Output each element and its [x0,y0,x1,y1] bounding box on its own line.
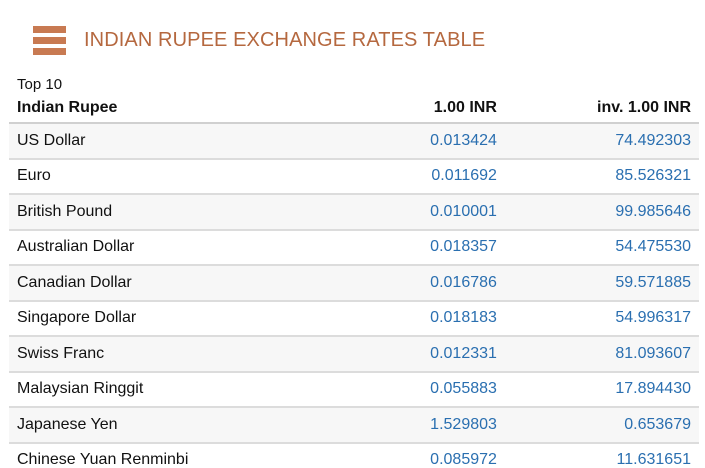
table-row: Australian Dollar 0.018357 54.475530 [9,229,699,266]
menu-bar [33,48,66,55]
column-header-inverse: inv. 1.00 INR [504,94,699,124]
table-row: Swiss Franc 0.012331 81.093607 [9,336,699,373]
inverse-rate-link[interactable]: 59.571885 [504,265,699,302]
table-row: US Dollar 0.013424 74.492303 [9,123,699,160]
table-row: Canadian Dollar 0.016786 59.571885 [9,265,699,302]
menu-bar [33,26,66,33]
currency-name: Australian Dollar [9,229,351,266]
rate-link[interactable]: 1.529803 [350,407,505,444]
rate-link[interactable]: 0.013424 [350,123,505,160]
rate-link[interactable]: 0.010001 [350,194,505,231]
rate-link[interactable]: 0.012331 [350,336,505,373]
rate-link[interactable]: 0.016786 [350,265,505,302]
inverse-rate-link[interactable]: 0.653679 [504,407,699,444]
inverse-rate-link[interactable]: 17.894430 [504,371,699,408]
table-row: Malaysian Ringgit 0.055883 17.894430 [9,371,699,408]
currency-name: Singapore Dollar [9,300,351,337]
inverse-rate-link[interactable]: 85.526321 [504,158,699,195]
inverse-rate-link[interactable]: 99.985646 [504,194,699,231]
table-subtitle: Top 10 [17,76,63,93]
inverse-rate-link[interactable]: 74.492303 [504,123,699,160]
currency-name: US Dollar [9,123,351,160]
table-row: Japanese Yen 1.529803 0.653679 [9,407,699,444]
currency-name: British Pound [9,194,351,231]
table-row: British Pound 0.010001 99.985646 [9,194,699,231]
rate-link[interactable]: 0.055883 [350,371,505,408]
column-header-rate: 1.00 INR [350,94,505,124]
table-row: Singapore Dollar 0.018183 54.996317 [9,300,699,337]
currency-name: Japanese Yen [9,407,351,444]
header: INDIAN RUPEE EXCHANGE RATES TABLE [0,0,705,72]
currency-name: Euro [9,158,351,195]
inverse-rate-link[interactable]: 11.631651 [504,442,699,468]
table-row: Euro 0.011692 85.526321 [9,158,699,195]
rate-link[interactable]: 0.011692 [350,158,505,195]
menu-icon[interactable] [33,26,66,55]
rate-link[interactable]: 0.085972 [350,442,505,468]
table-row: Chinese Yuan Renminbi 0.085972 11.631651 [9,442,699,468]
rate-link[interactable]: 0.018357 [350,229,505,266]
table-header-row: Indian Rupee 1.00 INR inv. 1.00 INR [9,94,699,124]
column-header-currency: Indian Rupee [9,94,351,124]
rate-link[interactable]: 0.018183 [350,300,505,337]
currency-name: Chinese Yuan Renminbi [9,442,351,468]
inverse-rate-link[interactable]: 54.996317 [504,300,699,337]
currency-name: Swiss Franc [9,336,351,373]
menu-bar [33,37,66,44]
page-title: INDIAN RUPEE EXCHANGE RATES TABLE [84,29,486,51]
inverse-rate-link[interactable]: 54.475530 [504,229,699,266]
currency-name: Canadian Dollar [9,265,351,302]
currency-name: Malaysian Ringgit [9,371,351,408]
inverse-rate-link[interactable]: 81.093607 [504,336,699,373]
rates-table: Indian Rupee 1.00 INR inv. 1.00 INR US D… [9,94,699,468]
